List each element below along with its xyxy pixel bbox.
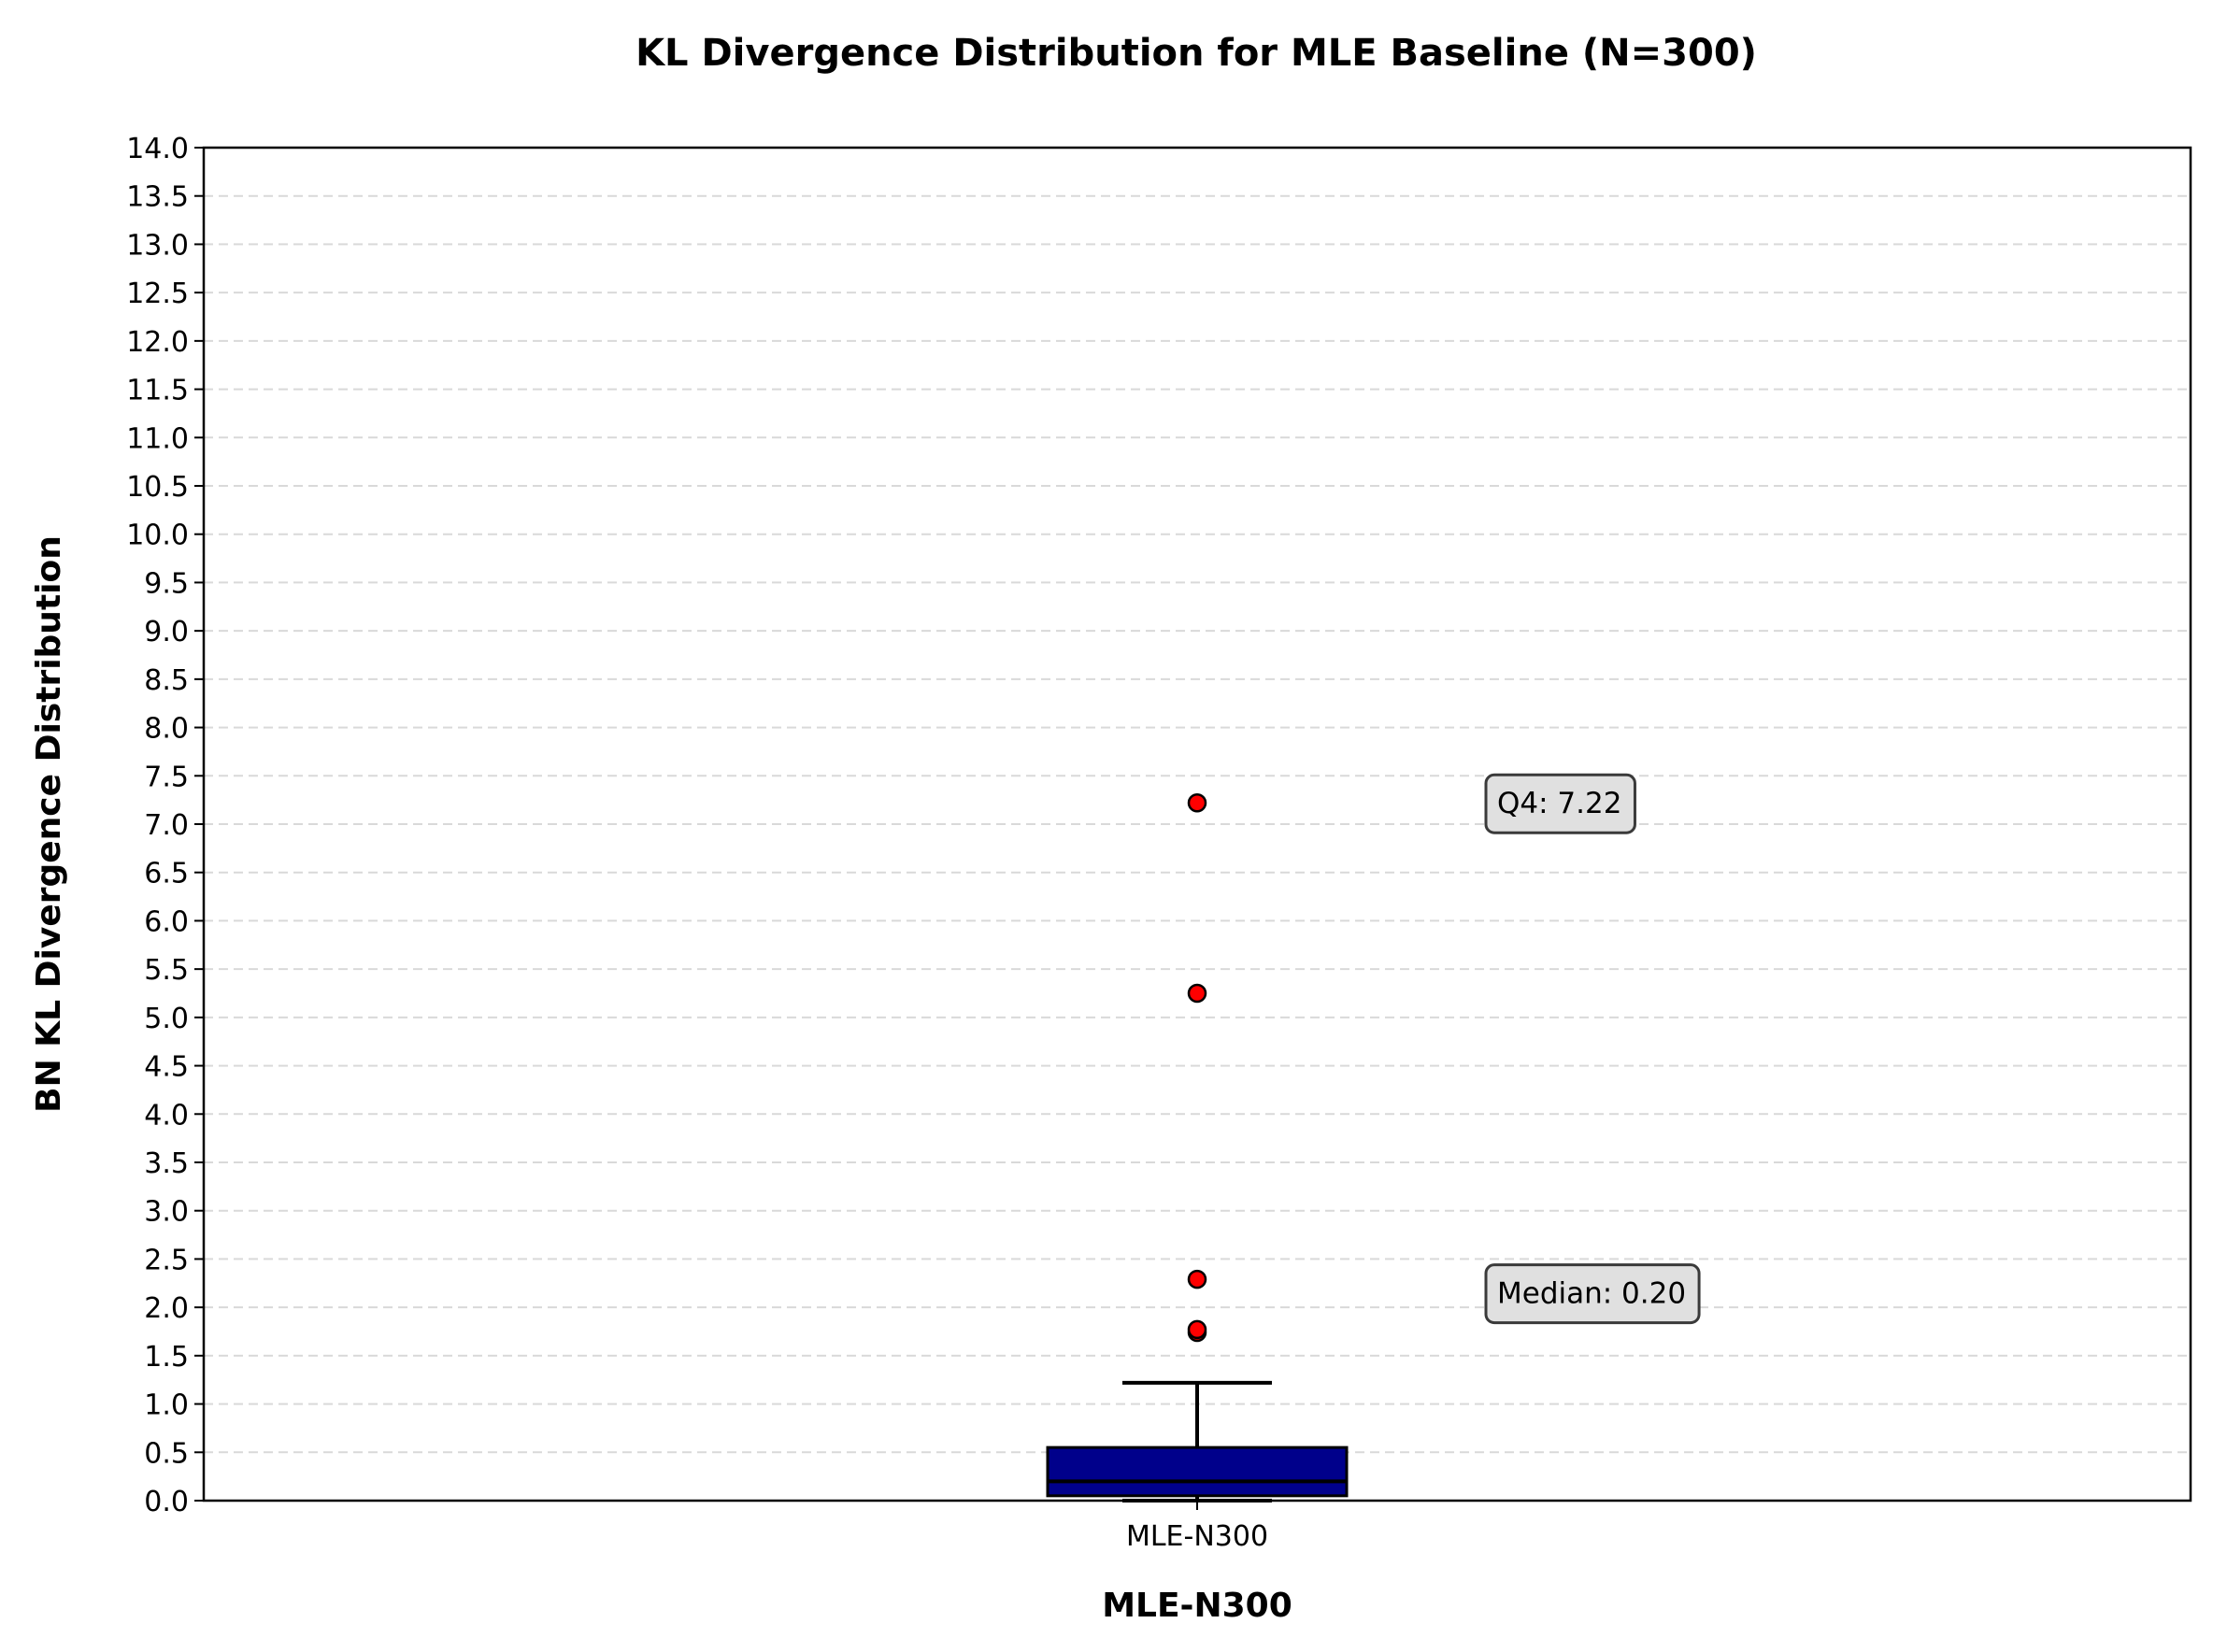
annotation-frame — [1484, 1263, 1701, 1325]
grid-lines — [204, 194, 2191, 1454]
outlier-point — [1187, 1269, 1207, 1289]
y-tick-label: 3.0 — [144, 1196, 189, 1229]
y-tick-label: 7.5 — [144, 761, 189, 793]
annotation-text: Q4: 7.22 — [1497, 787, 1621, 820]
y-tick-label: 4.5 — [144, 1051, 189, 1084]
annotations: Q4: 7.22 Median: 0.20 — [1484, 773, 1701, 1325]
y-tick-label: 8.0 — [144, 713, 189, 746]
y-tick-label: 10.0 — [126, 520, 189, 552]
y-tick-label: 1.5 — [144, 1341, 189, 1374]
x-tick-label: MLE-N300 — [1126, 1520, 1268, 1553]
y-tick-label: 5.5 — [144, 954, 189, 987]
x-axis: MLE-N300 — [1126, 1501, 1268, 1553]
y-tick-label: 8.5 — [144, 664, 189, 697]
chart-title: KL Divergence Distribution for MLE Basel… — [635, 32, 1757, 75]
y-tick-label: 14.0 — [126, 133, 189, 165]
outlier-point — [1187, 983, 1207, 1004]
y-tick-label: 6.0 — [144, 905, 189, 938]
x-axis-label: MLE-N300 — [1102, 1587, 1292, 1625]
y-tick-label: 0.5 — [144, 1437, 189, 1470]
y-tick-label: 0.0 — [144, 1486, 189, 1518]
y-axis-label: BN KL Divergence Distribution — [30, 535, 68, 1113]
y-tick-label: 7.0 — [144, 809, 189, 842]
outlier-point — [1187, 1319, 1207, 1340]
annotation-box: Median: 0.20 — [1484, 1263, 1701, 1325]
y-axis: 0.0 0.5 1.0 1.5 2.0 2.5 3.0 3.5 4.0 4.5 5.0 5.5 6.0 6… — [126, 133, 204, 1518]
y-tick-label: 2.5 — [144, 1244, 189, 1276]
y-tick-label: 2.0 — [144, 1292, 189, 1325]
annotation-box: Q4: 7.22 — [1484, 773, 1636, 834]
y-tick-label: 12.0 — [126, 326, 189, 359]
box-iqr — [1046, 1446, 1349, 1498]
y-tick-label: 13.5 — [126, 181, 189, 214]
y-tick-label: 6.5 — [144, 858, 189, 890]
y-tick-label: 3.5 — [144, 1147, 189, 1180]
y-tick-label: 12.5 — [126, 278, 189, 310]
y-tick-label: 1.0 — [144, 1389, 189, 1422]
y-tick-label: 10.5 — [126, 471, 189, 504]
y-tick-label: 9.5 — [144, 567, 189, 600]
annotation-text: Median: 0.20 — [1497, 1277, 1686, 1311]
y-tick-label: 5.0 — [144, 1003, 189, 1035]
y-tick-label: 9.0 — [144, 616, 189, 648]
annotation-frame — [1484, 773, 1636, 834]
y-tick-label: 11.0 — [126, 422, 189, 455]
y-tick-label: 4.0 — [144, 1099, 189, 1132]
y-tick-label: 13.0 — [126, 229, 189, 262]
y-tick-label: 11.5 — [126, 375, 189, 407]
outlier-point — [1187, 792, 1207, 813]
